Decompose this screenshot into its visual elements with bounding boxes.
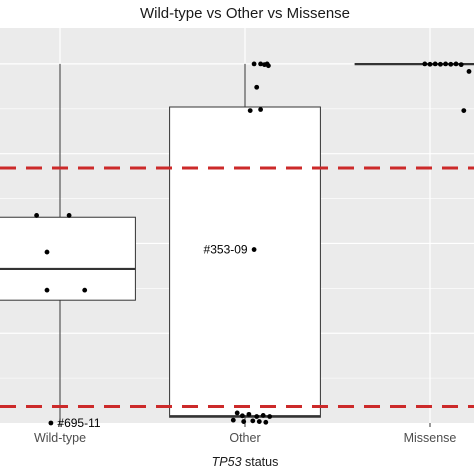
data-point bbox=[466, 69, 472, 74]
boxes bbox=[0, 62, 474, 423]
data-point bbox=[230, 417, 236, 423]
box-body bbox=[0, 216, 136, 301]
data-point bbox=[234, 410, 240, 416]
data-point bbox=[432, 61, 438, 67]
data-point bbox=[427, 61, 433, 67]
data-point bbox=[461, 108, 467, 113]
data-point bbox=[422, 61, 428, 67]
data-point bbox=[66, 213, 72, 218]
data-point bbox=[260, 413, 266, 418]
x-tick-label: Wild-type bbox=[34, 431, 86, 445]
data-point bbox=[241, 419, 247, 424]
data-point bbox=[453, 61, 459, 67]
x-axis-label-rest: status bbox=[242, 455, 279, 469]
x-axis-ticks: Wild-type Other Missense bbox=[34, 423, 456, 445]
x-axis-label-italic: TP53 bbox=[212, 455, 242, 469]
data-point bbox=[267, 414, 273, 419]
data-point bbox=[44, 249, 50, 255]
x-tick-label: Other bbox=[229, 431, 260, 445]
data-point bbox=[266, 63, 271, 69]
data-point bbox=[251, 61, 257, 67]
data-point bbox=[246, 411, 252, 417]
data-point bbox=[82, 287, 88, 293]
data-point bbox=[44, 287, 50, 293]
data-point bbox=[443, 61, 448, 67]
data-point bbox=[254, 84, 260, 90]
x-axis-label: TP53 status bbox=[212, 455, 279, 469]
data-point bbox=[34, 213, 39, 218]
data-point bbox=[438, 61, 443, 67]
point-annotations: 93-10#353-0944-10#695-11 bbox=[57, 243, 248, 430]
data-point bbox=[458, 62, 464, 68]
data-point bbox=[250, 418, 256, 424]
chart-title: Wild-type vs Other vs Missense bbox=[140, 5, 350, 22]
data-point bbox=[240, 413, 245, 419]
data-point bbox=[258, 61, 263, 67]
data-point bbox=[48, 420, 54, 426]
data-point bbox=[263, 419, 269, 425]
point-annotation: #353-09 bbox=[204, 243, 248, 257]
reference-lines bbox=[0, 166, 474, 408]
data-point bbox=[254, 414, 260, 419]
data-points bbox=[34, 61, 472, 426]
box-body bbox=[169, 106, 321, 418]
data-point bbox=[448, 61, 454, 67]
data-point bbox=[251, 247, 257, 252]
x-tick-label: Missense bbox=[404, 431, 457, 445]
data-point bbox=[256, 419, 262, 424]
point-annotation: #695-11 bbox=[57, 416, 100, 430]
data-point bbox=[247, 108, 253, 113]
data-point bbox=[258, 107, 263, 112]
